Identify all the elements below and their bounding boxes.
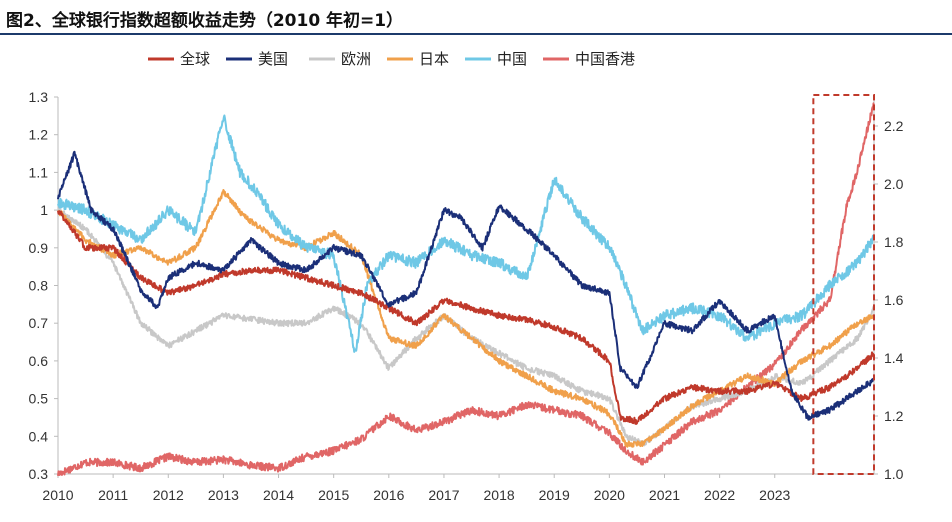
watermark: 搜狐号@华夏基金 bbox=[809, 488, 938, 507]
legend-label: 美国 bbox=[258, 51, 288, 68]
title-divider bbox=[0, 33, 952, 35]
legend-label: 全球 bbox=[180, 50, 210, 68]
y-right-tick-label: 1.8 bbox=[884, 234, 904, 250]
x-tick-label: 2023 bbox=[759, 487, 790, 503]
y-left-tick-label: 0.3 bbox=[29, 466, 49, 482]
y-left-tick-label: 1 bbox=[40, 202, 48, 218]
y-right-tick-label: 2.2 bbox=[884, 118, 904, 134]
y-right-tick-label: 2.0 bbox=[884, 176, 904, 192]
series-line-3 bbox=[57, 114, 875, 353]
chart-series bbox=[57, 102, 875, 477]
y-left-tick-label: 0.5 bbox=[29, 391, 49, 407]
x-tick-label: 2012 bbox=[153, 487, 184, 503]
chart-svg: 全球 美国 欧洲 日本 中国 中国香港 0.3 0.4 0.5 0.6 0.7 0.8 0.9 1 1.1… bbox=[29, 50, 904, 503]
x-tick-label: 2019 bbox=[539, 487, 570, 503]
x-tick-label: 2016 bbox=[373, 487, 404, 503]
x-tick-label: 2013 bbox=[208, 487, 239, 503]
y-left-tick-label: 0.4 bbox=[29, 428, 49, 444]
x-tick-label: 2021 bbox=[649, 487, 680, 503]
x-tick-label: 2010 bbox=[42, 487, 73, 503]
x-tick-label: 2011 bbox=[98, 487, 128, 503]
legend-label: 中国 bbox=[497, 51, 527, 68]
y-left-tick-label: 1.1 bbox=[29, 164, 49, 180]
y-right-tick-label: 1.6 bbox=[884, 292, 904, 308]
y-right-tick-label: 1.2 bbox=[884, 408, 904, 424]
y-left-tick-label: 0.9 bbox=[29, 240, 49, 256]
y-right-tick-label: 1.0 bbox=[884, 466, 904, 482]
y-left-tick-label: 1.3 bbox=[29, 89, 49, 105]
legend-label: 欧洲 bbox=[341, 51, 371, 68]
series-line-5 bbox=[57, 150, 875, 421]
y-left-tick-label: 1.2 bbox=[29, 127, 49, 143]
chart-axes: 0.3 0.4 0.5 0.6 0.7 0.8 0.9 1 1.1 1.2 1.3 1.0 1.2 1.4… bbox=[29, 89, 904, 503]
y-left-tick-label: 0.6 bbox=[29, 353, 49, 369]
x-tick-label: 2014 bbox=[263, 487, 294, 503]
y-left-tick-label: 0.8 bbox=[29, 278, 49, 294]
chart-title: 图2、全球银行指数超额收益走势（2010 年初=1） bbox=[6, 11, 404, 31]
x-tick-label: 2022 bbox=[704, 487, 735, 503]
series-line-4 bbox=[57, 210, 875, 425]
y-left-tick-label: 0.7 bbox=[29, 315, 49, 331]
highlight-region bbox=[812, 94, 876, 475]
x-tick-label: 2020 bbox=[594, 487, 625, 503]
x-tick-label: 2018 bbox=[484, 487, 515, 503]
legend-label: 日本 bbox=[419, 51, 449, 68]
series-line-2 bbox=[57, 189, 875, 448]
x-tick-label: 2015 bbox=[318, 487, 349, 503]
y-right-tick-label: 1.4 bbox=[884, 350, 904, 366]
x-tick-label: 2017 bbox=[428, 487, 459, 503]
chart-legend: 全球 美国 欧洲 日本 中国 中国香港 bbox=[148, 50, 635, 68]
legend-label: 中国香港 bbox=[575, 51, 635, 68]
highlight-box bbox=[812, 94, 876, 475]
